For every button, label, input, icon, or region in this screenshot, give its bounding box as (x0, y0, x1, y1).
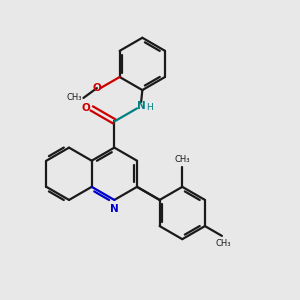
Text: O: O (92, 83, 101, 93)
Text: N: N (137, 101, 146, 111)
Text: O: O (82, 103, 91, 113)
Text: H: H (146, 103, 153, 112)
Text: CH₃: CH₃ (216, 239, 231, 248)
Text: CH₃: CH₃ (175, 155, 190, 164)
Text: CH₃: CH₃ (67, 93, 82, 102)
Text: N: N (110, 203, 119, 214)
